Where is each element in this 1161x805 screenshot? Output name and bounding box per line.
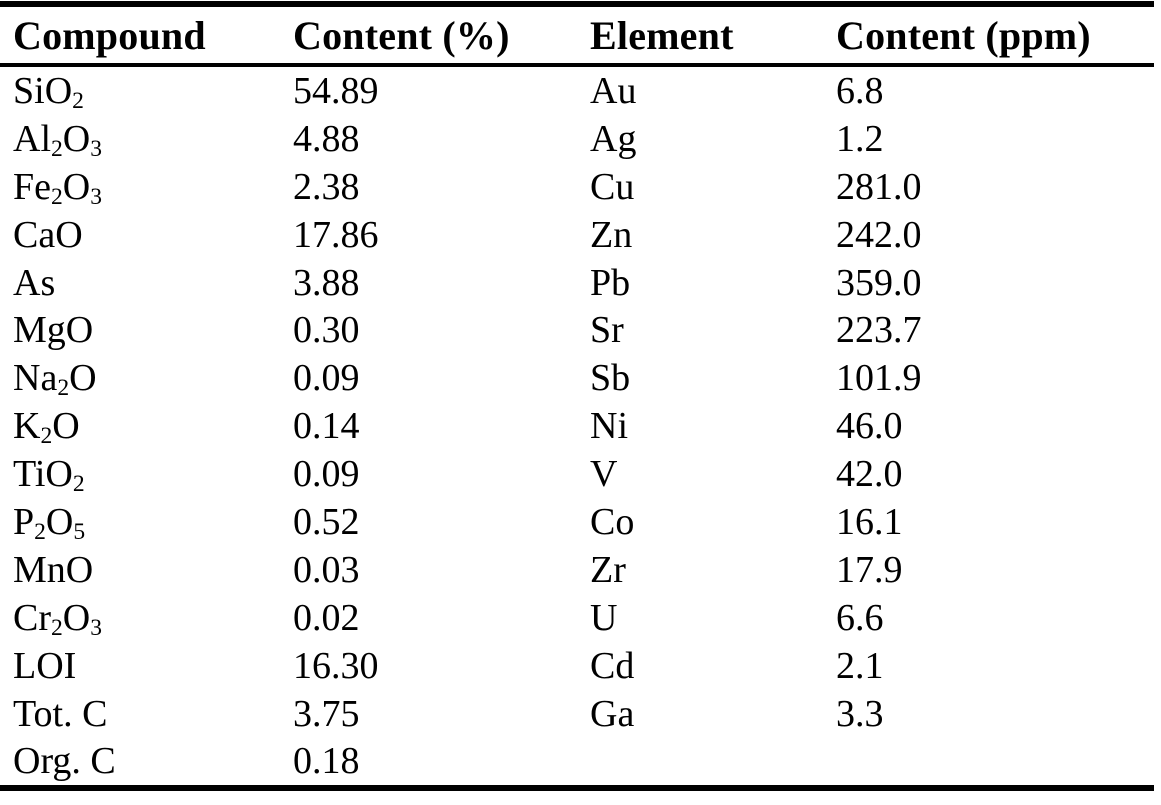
- table-row: Al2O3 4.88 Ag 1.2: [0, 115, 1154, 163]
- content-ppm-cell: 1.2: [836, 117, 884, 160]
- compound-cell: P2O5: [13, 500, 86, 546]
- content-pct-cell: 2.38: [293, 165, 360, 208]
- table-row: Cr2O3 0.02 U 6.6: [0, 594, 1154, 642]
- content-ppm-cell: 17.9: [836, 548, 903, 591]
- table-body: SiO2 54.89 Au 6.8 Al2O3 4.88 Ag 1.2 Fe2O…: [0, 67, 1154, 785]
- compound-cell: K2O: [13, 405, 80, 450]
- table-row: CaO 17.86 Zn 242.0: [0, 211, 1154, 259]
- compound-cell: Fe2O3: [13, 165, 103, 210]
- compound-cell: TiO2: [13, 453, 85, 498]
- element-cell: Sb: [590, 357, 631, 400]
- element-cell: Ni: [590, 405, 628, 448]
- content-ppm-cell: 359.0: [836, 261, 922, 304]
- content-pct-cell: 0.09: [293, 453, 360, 496]
- content-pct-cell: 0.14: [293, 405, 360, 448]
- content-ppm-cell: 2.1: [836, 644, 884, 687]
- element-cell: Cd: [590, 644, 635, 687]
- table-row: Fe2O3 2.38 Cu 281.0: [0, 163, 1154, 211]
- table-row: Na2O 0.09 Sb 101.9: [0, 354, 1154, 402]
- content-pct-cell: 3.88: [293, 261, 360, 304]
- table-row: P2O5 0.52 Co 16.1: [0, 498, 1154, 546]
- column-header-content-pct: Content (%): [293, 12, 510, 58]
- element-cell: Zr: [590, 548, 626, 591]
- table-row: SiO2 54.89 Au 6.8: [0, 67, 1154, 115]
- table-row: TiO2 0.09 V 42.0: [0, 450, 1154, 498]
- content-ppm-cell: 42.0: [836, 453, 903, 496]
- table-row: Org. C 0.18: [0, 737, 1154, 785]
- table-row: As 3.88 Pb 359.0: [0, 259, 1154, 307]
- element-cell: Zn: [590, 213, 633, 256]
- column-header-content-ppm: Content (ppm): [836, 12, 1091, 58]
- content-ppm-cell: 242.0: [836, 213, 922, 256]
- content-pct-cell: 0.52: [293, 500, 360, 543]
- content-ppm-cell: 281.0: [836, 165, 922, 208]
- content-ppm-cell: 101.9: [836, 357, 922, 400]
- compound-cell: Na2O: [13, 357, 97, 402]
- table-row: Tot. C 3.75 Ga 3.3: [0, 690, 1154, 738]
- element-cell: Sr: [590, 309, 624, 352]
- content-pct-cell: 4.88: [293, 117, 360, 160]
- content-ppm-cell: 6.6: [836, 596, 884, 639]
- compound-cell: As: [13, 261, 56, 304]
- compound-cell: CaO: [13, 213, 83, 256]
- table-row: MnO 0.03 Zr 17.9: [0, 546, 1154, 594]
- element-cell: Cu: [590, 165, 635, 208]
- compound-cell: Al2O3: [13, 117, 103, 162]
- table-header-row: Compound Content (%) Element Content (pp…: [0, 7, 1154, 67]
- element-cell: V: [590, 453, 618, 496]
- column-header-element: Element: [590, 12, 734, 58]
- content-pct-cell: 0.02: [293, 596, 360, 639]
- content-pct-cell: 16.30: [293, 644, 379, 687]
- table-row: K2O 0.14 Ni 46.0: [0, 402, 1154, 450]
- content-ppm-cell: 6.8: [836, 69, 884, 112]
- compound-cell: MnO: [13, 548, 94, 591]
- compound-cell: MgO: [13, 309, 94, 352]
- content-pct-cell: 0.30: [293, 309, 360, 352]
- composition-table: Compound Content (%) Element Content (pp…: [0, 1, 1154, 792]
- compound-cell: SiO2: [13, 69, 84, 115]
- table-row: LOI 16.30 Cd 2.1: [0, 642, 1154, 690]
- element-cell: Pb: [590, 261, 631, 304]
- element-cell: Au: [590, 69, 637, 112]
- table-row: MgO 0.30 Sr 223.7: [0, 306, 1154, 354]
- content-pct-cell: 0.18: [293, 740, 360, 783]
- element-cell: Ag: [590, 117, 637, 160]
- column-header-compound: Compound: [13, 12, 206, 58]
- compound-cell: LOI: [13, 644, 77, 687]
- content-ppm-cell: 3.3: [836, 692, 884, 735]
- content-ppm-cell: 46.0: [836, 405, 903, 448]
- element-cell: U: [590, 596, 618, 639]
- content-pct-cell: 54.89: [293, 69, 379, 112]
- element-cell: Ga: [590, 692, 635, 735]
- compound-cell: Cr2O3: [13, 596, 103, 641]
- element-cell: Co: [590, 500, 635, 543]
- compound-cell: Org. C: [13, 740, 116, 783]
- content-pct-cell: 0.09: [293, 357, 360, 400]
- content-pct-cell: 17.86: [293, 213, 379, 256]
- compound-cell: Tot. C: [13, 692, 108, 735]
- content-pct-cell: 0.03: [293, 548, 360, 591]
- content-ppm-cell: 223.7: [836, 309, 922, 352]
- content-pct-cell: 3.75: [293, 692, 360, 735]
- content-ppm-cell: 16.1: [836, 500, 903, 543]
